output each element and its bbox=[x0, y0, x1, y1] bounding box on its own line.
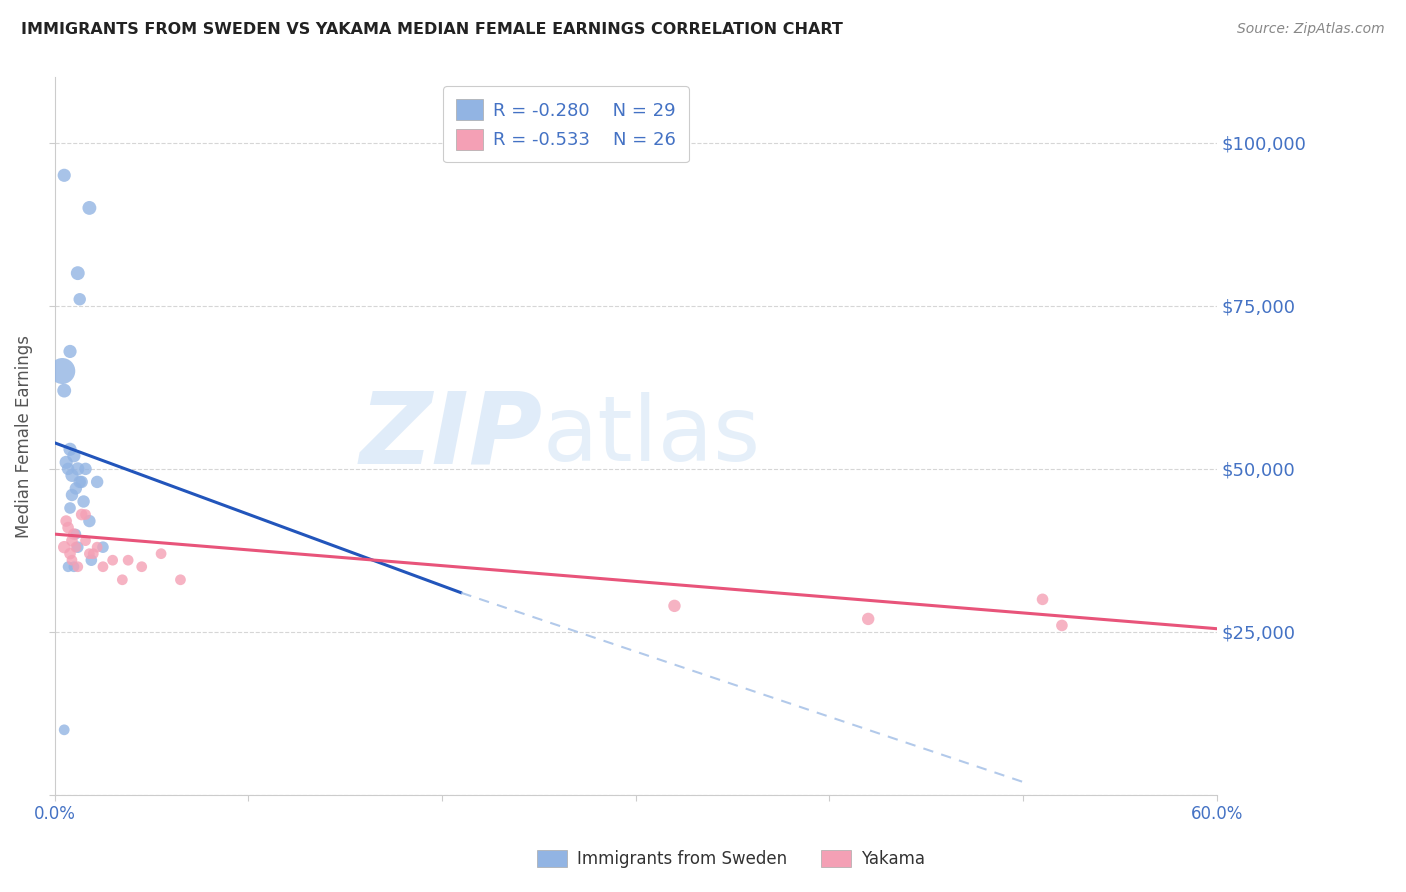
Point bbox=[63, 527, 86, 541]
Point bbox=[65, 482, 87, 496]
Point bbox=[63, 449, 86, 463]
Point bbox=[53, 540, 76, 554]
Point bbox=[150, 547, 173, 561]
Point bbox=[53, 169, 76, 183]
Point bbox=[69, 292, 91, 306]
Point bbox=[79, 547, 101, 561]
Point bbox=[65, 540, 87, 554]
Point bbox=[59, 547, 82, 561]
Point bbox=[59, 442, 82, 457]
Point bbox=[75, 508, 97, 522]
Point bbox=[60, 553, 83, 567]
Point bbox=[56, 520, 79, 534]
Point bbox=[91, 559, 114, 574]
Text: Source: ZipAtlas.com: Source: ZipAtlas.com bbox=[1237, 22, 1385, 37]
Point bbox=[59, 344, 82, 359]
Point bbox=[53, 384, 76, 398]
Point bbox=[82, 547, 104, 561]
Point bbox=[55, 455, 77, 469]
Text: IMMIGRANTS FROM SWEDEN VS YAKAMA MEDIAN FEMALE EARNINGS CORRELATION CHART: IMMIGRANTS FROM SWEDEN VS YAKAMA MEDIAN … bbox=[21, 22, 844, 37]
Point bbox=[65, 527, 87, 541]
Point bbox=[51, 364, 73, 378]
Point bbox=[53, 723, 76, 737]
Point bbox=[70, 508, 93, 522]
Point bbox=[63, 559, 86, 574]
Point bbox=[66, 559, 89, 574]
Point bbox=[60, 488, 83, 502]
Point bbox=[60, 468, 83, 483]
Point bbox=[55, 514, 77, 528]
Point bbox=[60, 533, 83, 548]
Point bbox=[59, 501, 82, 516]
Text: ZIP: ZIP bbox=[360, 388, 543, 484]
Point bbox=[70, 475, 93, 489]
Y-axis label: Median Female Earnings: Median Female Earnings bbox=[15, 334, 32, 538]
Point bbox=[79, 514, 101, 528]
Point bbox=[86, 475, 108, 489]
Point bbox=[856, 612, 879, 626]
Point bbox=[66, 540, 89, 554]
Point bbox=[131, 559, 153, 574]
Point bbox=[56, 462, 79, 476]
Point bbox=[91, 540, 114, 554]
Point bbox=[66, 266, 89, 280]
Point bbox=[117, 553, 139, 567]
Point bbox=[75, 462, 97, 476]
Point bbox=[664, 599, 686, 613]
Legend: R = -0.280    N = 29, R = -0.533    N = 26: R = -0.280 N = 29, R = -0.533 N = 26 bbox=[443, 87, 689, 162]
Point bbox=[86, 540, 108, 554]
Point bbox=[1050, 618, 1073, 632]
Point bbox=[69, 475, 91, 489]
Legend: Immigrants from Sweden, Yakama: Immigrants from Sweden, Yakama bbox=[530, 843, 932, 875]
Point bbox=[80, 553, 103, 567]
Point bbox=[169, 573, 191, 587]
Point bbox=[66, 462, 89, 476]
Point bbox=[72, 494, 94, 508]
Point bbox=[1031, 592, 1053, 607]
Point bbox=[56, 559, 79, 574]
Text: atlas: atlas bbox=[543, 392, 761, 480]
Point bbox=[101, 553, 124, 567]
Point bbox=[75, 533, 97, 548]
Point bbox=[111, 573, 134, 587]
Point bbox=[79, 201, 101, 215]
